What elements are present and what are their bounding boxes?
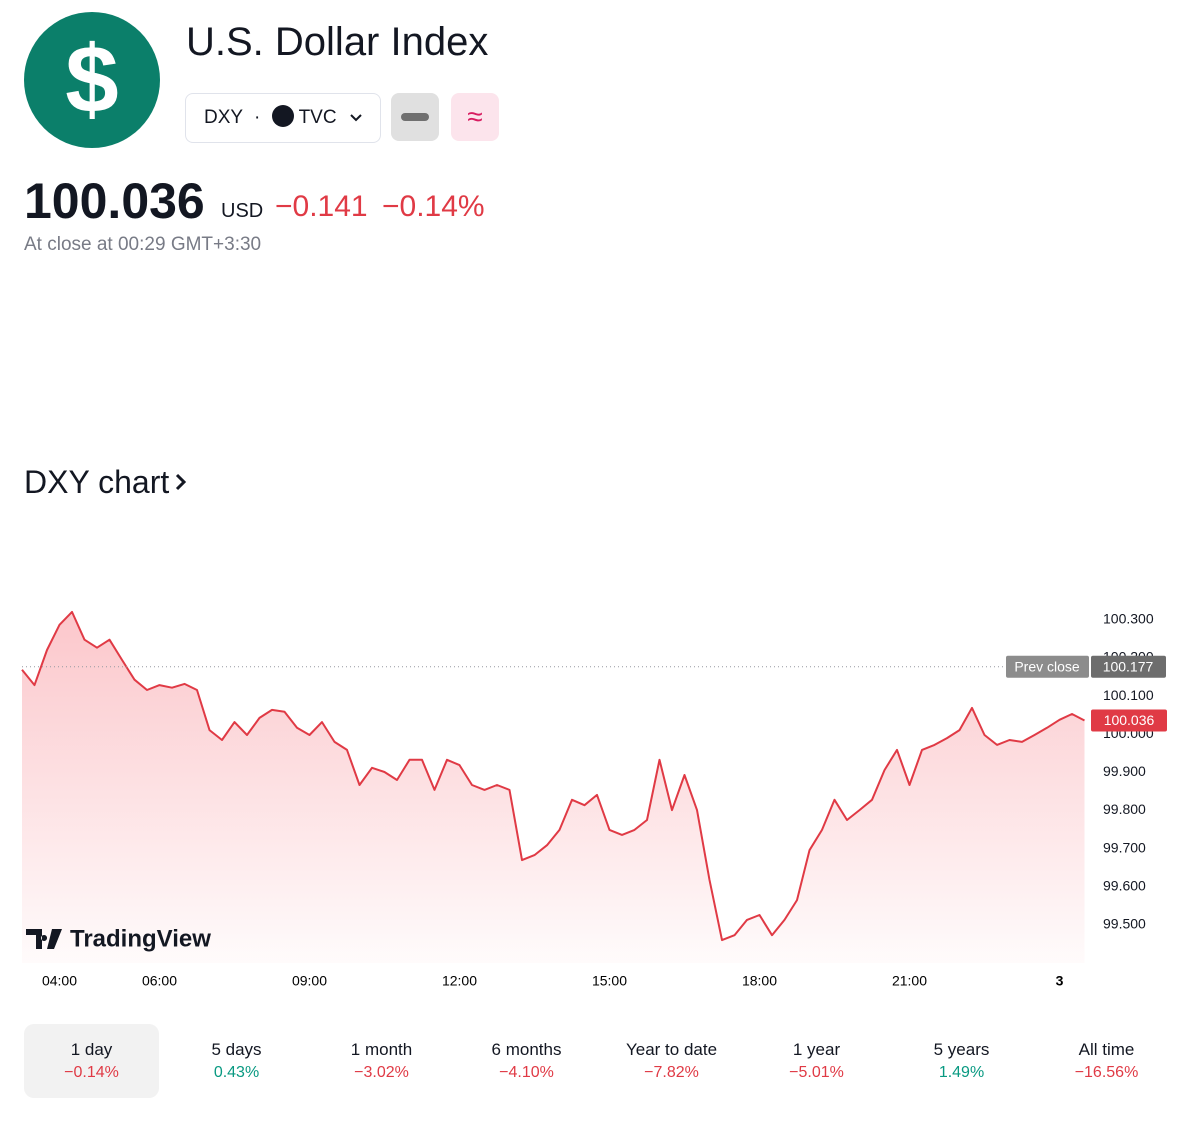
x-tick-label: 15:00 bbox=[592, 973, 627, 989]
area bbox=[22, 611, 1085, 963]
symbol-pill[interactable]: DXY · TVC bbox=[185, 93, 381, 143]
x-tick-label: 18:00 bbox=[742, 973, 777, 989]
brand: TradingView bbox=[70, 925, 211, 952]
approx-button[interactable]: ≈ bbox=[451, 93, 499, 141]
period-change: −0.14% bbox=[64, 1064, 119, 1081]
change-pct: −0.14% bbox=[382, 190, 485, 223]
flag-button[interactable] bbox=[391, 93, 439, 141]
period-label: 1 month bbox=[350, 1040, 413, 1059]
period-button[interactable]: All time −16.56% bbox=[1039, 1024, 1174, 1098]
period-button[interactable]: 1 day −0.14% bbox=[24, 1024, 159, 1098]
chevron bbox=[350, 114, 362, 122]
currency: USD bbox=[221, 200, 264, 222]
period-label: 1 year bbox=[792, 1040, 841, 1059]
period-button[interactable]: Year to date −7.82% bbox=[604, 1024, 739, 1098]
y-tick-label: 100.300 bbox=[1103, 611, 1154, 627]
dot: · bbox=[254, 107, 261, 128]
x-tick-label: 06:00 bbox=[142, 973, 177, 989]
section-title-text: DXY chart bbox=[24, 464, 170, 500]
y-tick-label: 99.500 bbox=[1103, 916, 1146, 932]
last-price-box bbox=[1091, 709, 1167, 732]
brand-logo bbox=[26, 929, 62, 949]
exchange: TVC bbox=[298, 107, 337, 128]
prev-close-value-box bbox=[1091, 655, 1166, 678]
change: −0.141 bbox=[275, 190, 368, 223]
logo: $ bbox=[24, 12, 160, 148]
period-change: −7.82% bbox=[644, 1064, 699, 1081]
symbol: DXY bbox=[204, 107, 243, 128]
y-tick-label: 99.600 bbox=[1103, 877, 1146, 893]
prev-close-box bbox=[1006, 655, 1089, 678]
period-button[interactable]: 5 days 0.43% bbox=[169, 1024, 304, 1098]
y-tick-label: 100.100 bbox=[1103, 687, 1154, 703]
chart: 100.300100.200100.100100.00099.90099.800… bbox=[21, 610, 1167, 989]
close-note: At close at 00:29 GMT+3:30 bbox=[24, 234, 262, 255]
period-change: −5.01% bbox=[789, 1064, 844, 1081]
x-tick-label: 21:00 bbox=[892, 973, 927, 989]
period-change: −4.10% bbox=[499, 1064, 554, 1081]
price-line bbox=[21, 610, 1085, 942]
x-tick-label: 04:00 bbox=[42, 973, 77, 989]
period-button[interactable]: 1 month −3.02% bbox=[314, 1024, 449, 1098]
period-label: 5 years bbox=[933, 1040, 990, 1059]
last-price-label: 100.036 bbox=[1104, 712, 1155, 728]
period-label: 1 day bbox=[70, 1040, 113, 1059]
title: U.S. Dollar Index bbox=[186, 20, 489, 64]
x-tick-label: 3 bbox=[1056, 973, 1064, 989]
period-change: −16.56% bbox=[1074, 1064, 1139, 1081]
prev-close-value: 100.177 bbox=[1103, 658, 1154, 674]
prev-close-label: Prev close bbox=[1014, 658, 1080, 674]
y-tick-label: 99.700 bbox=[1103, 839, 1146, 855]
period-change: 1.49% bbox=[938, 1064, 985, 1081]
period-button[interactable]: 5 years 1.49% bbox=[894, 1024, 1029, 1098]
period-change: 0.43% bbox=[213, 1064, 260, 1081]
period-change: −3.02% bbox=[354, 1064, 409, 1081]
y-tick-label: 99.900 bbox=[1103, 763, 1146, 779]
period-label: 5 days bbox=[211, 1040, 262, 1059]
section-title[interactable]: DXY chart bbox=[24, 464, 189, 501]
y-tick-label: 99.800 bbox=[1103, 801, 1146, 817]
period-label: 6 months bbox=[491, 1040, 562, 1059]
chevron bbox=[176, 473, 187, 491]
price: 100.036 bbox=[24, 173, 205, 229]
period-label: All time bbox=[1078, 1040, 1135, 1059]
period-button[interactable]: 6 months −4.10% bbox=[459, 1024, 594, 1098]
x-tick-label: 09:00 bbox=[292, 973, 327, 989]
x-tick-label: 12:00 bbox=[442, 973, 477, 989]
period-button[interactable]: 1 year −5.01% bbox=[749, 1024, 884, 1098]
period-label: Year to date bbox=[625, 1040, 718, 1059]
tv-icon bbox=[271, 105, 294, 127]
